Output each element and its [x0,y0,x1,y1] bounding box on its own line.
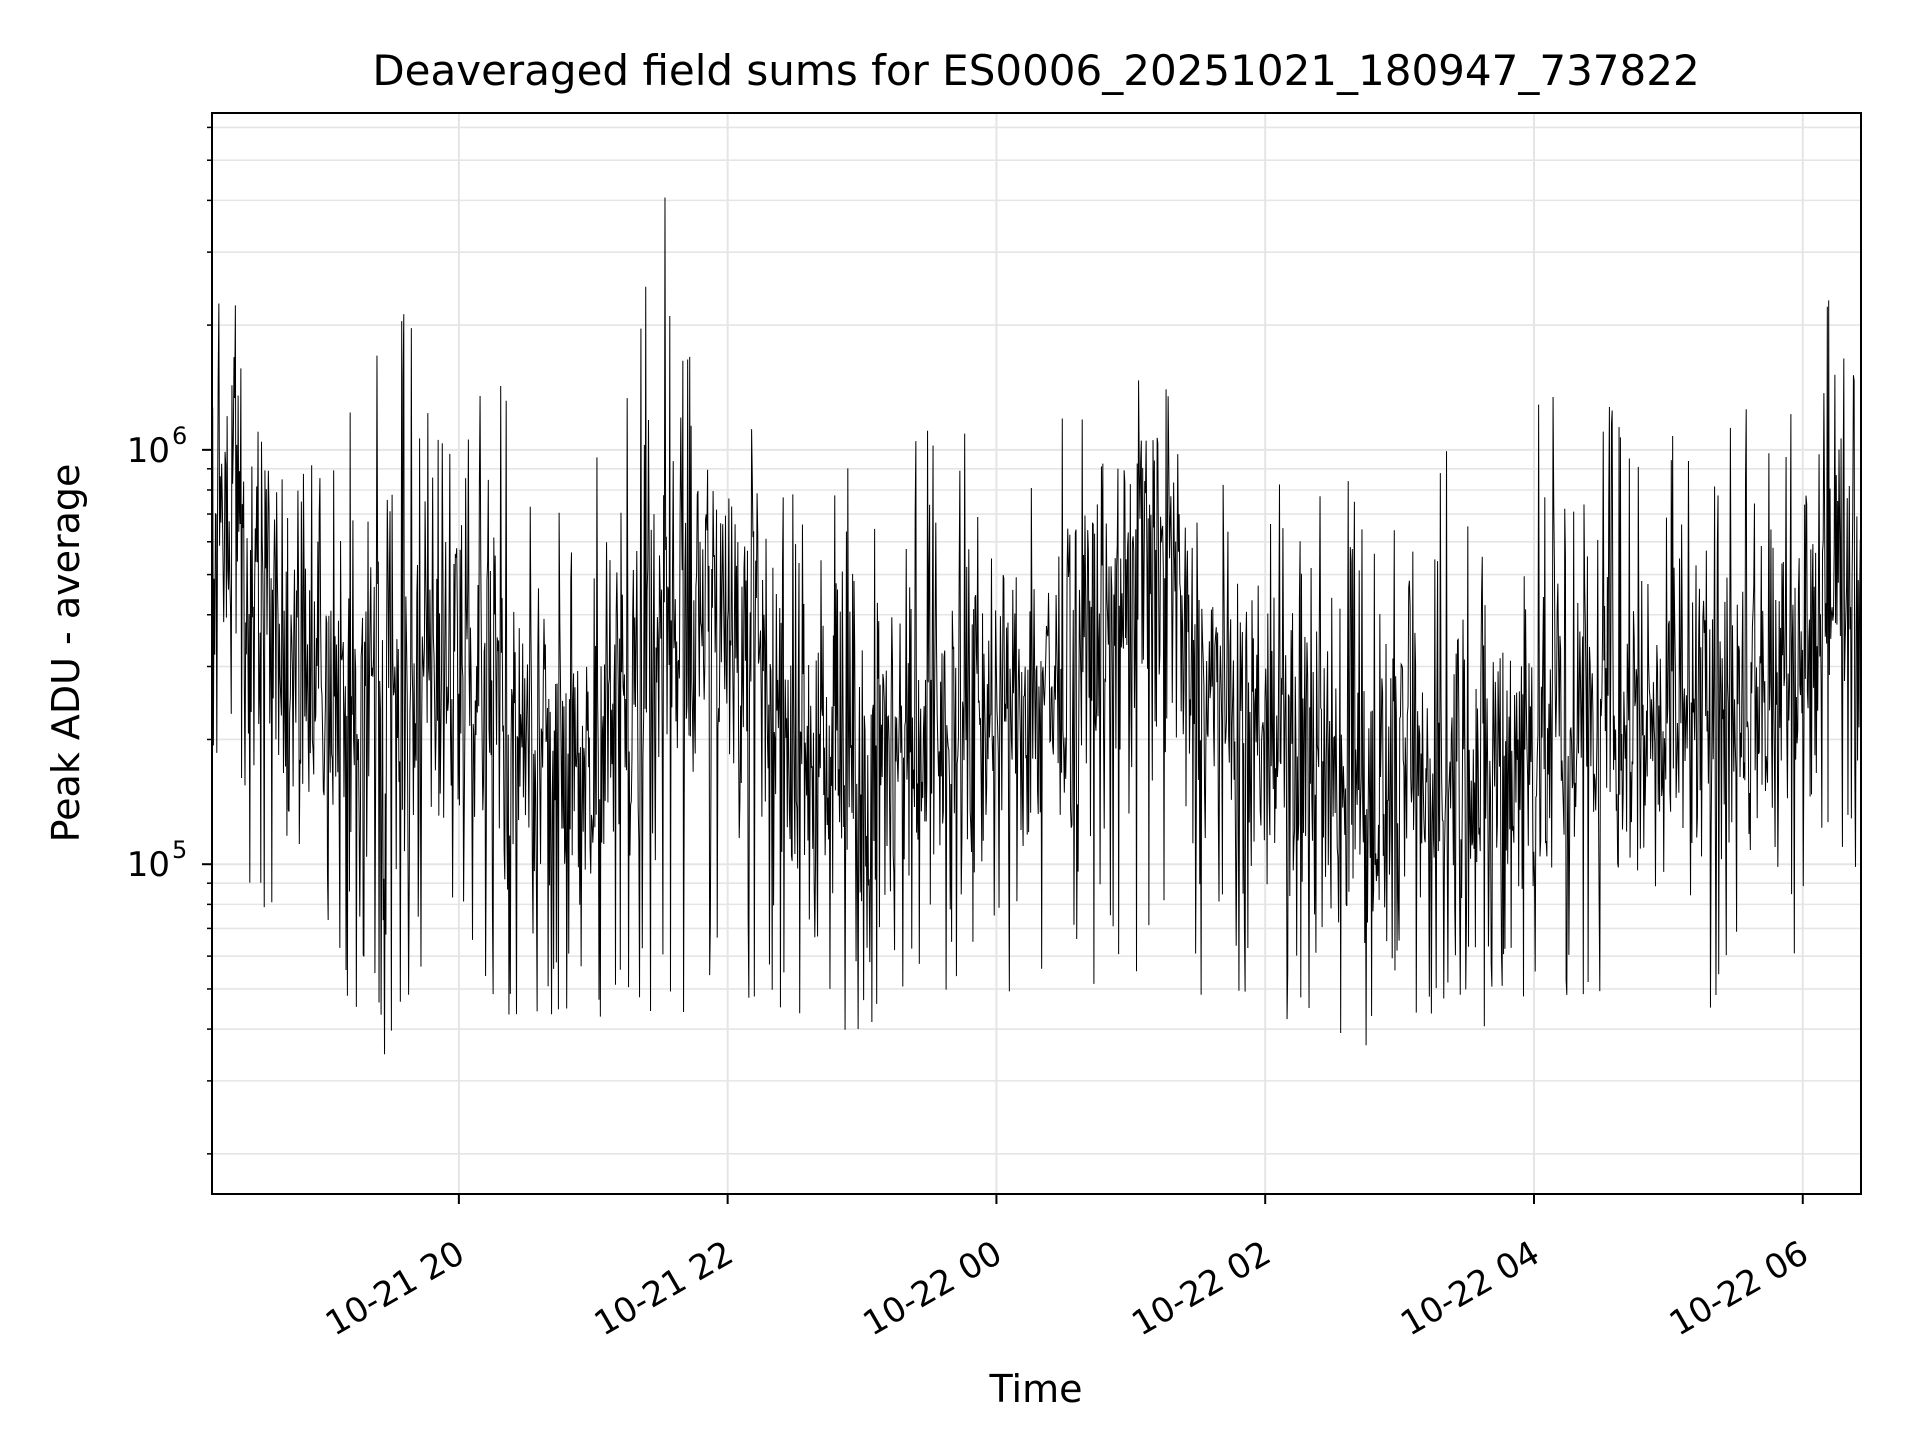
y-tick-label: 10 5 [127,836,188,885]
y-axis-label: Peak ADU - average [44,464,88,843]
svg-text:10: 10 [127,845,170,885]
series-line [212,197,1861,1055]
grid-lines [212,113,1861,1194]
svg-text:10: 10 [127,431,170,471]
chart-title: Deaveraged field sums for ES0006_2025102… [372,46,1699,95]
svg-text:6: 6 [172,422,187,450]
svg-text:5: 5 [172,836,187,864]
plot-frame [211,112,1862,1195]
x-axis-label: Time [989,1367,1083,1411]
y-tick-label: 10 6 [127,422,188,471]
plot-area [212,197,1861,1055]
